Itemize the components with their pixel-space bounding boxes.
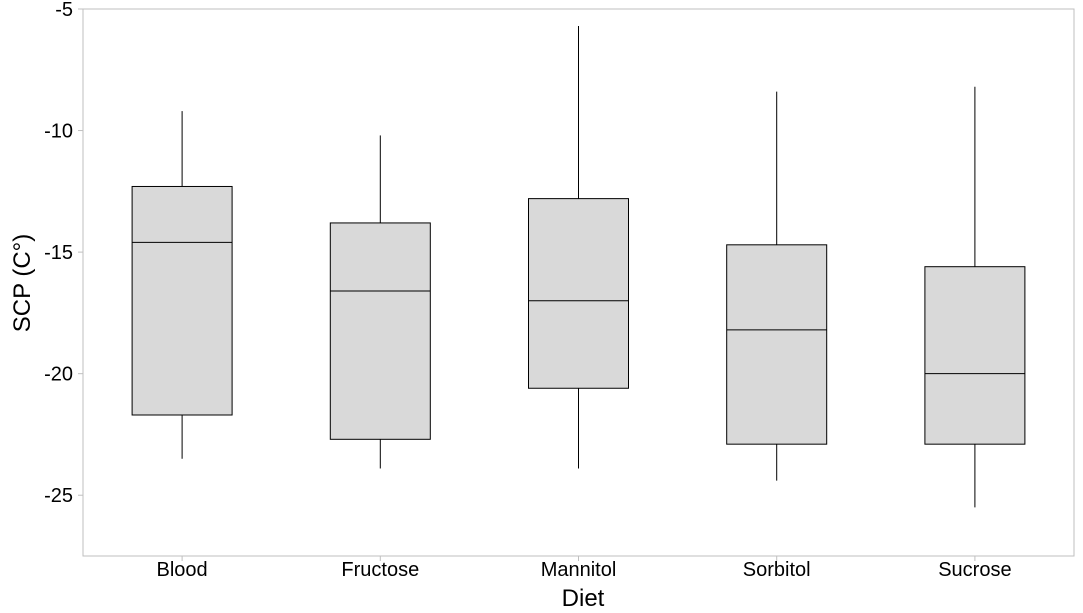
interquartile-box <box>924 266 1026 445</box>
y-tick-label: -25 <box>44 485 73 507</box>
interquartile-box <box>131 185 233 416</box>
y-tick-label: -5 <box>55 0 73 21</box>
x-tick-label: Mannitol <box>541 559 617 581</box>
interquartile-box <box>329 222 431 440</box>
y-tick-label: -10 <box>44 121 73 143</box>
x-tick-label: Blood <box>157 559 208 581</box>
x-axis: Blood Fructose Mannitol Sorbitol Sucrose <box>157 556 1012 581</box>
box-sucrose <box>924 86 1026 508</box>
interquartile-box <box>726 244 828 445</box>
box-sorbitol <box>726 91 828 481</box>
x-tick-label: Sucrose <box>938 559 1011 581</box>
box-fructose <box>329 135 431 469</box>
y-axis: -5 -10 -15 -20 -25 <box>44 0 83 507</box>
box-series <box>131 26 1026 508</box>
x-tick-label: Sorbitol <box>743 559 811 581</box>
interquartile-box <box>528 198 629 389</box>
x-axis-title: Diet <box>562 585 605 612</box>
box-mannitol <box>528 26 629 469</box>
box-blood <box>131 111 233 459</box>
y-tick-label: -20 <box>44 364 73 386</box>
y-tick-label: -15 <box>44 242 73 264</box>
y-axis-title: SCP (C°) <box>9 234 36 333</box>
x-tick-label: Fructose <box>341 559 419 581</box>
